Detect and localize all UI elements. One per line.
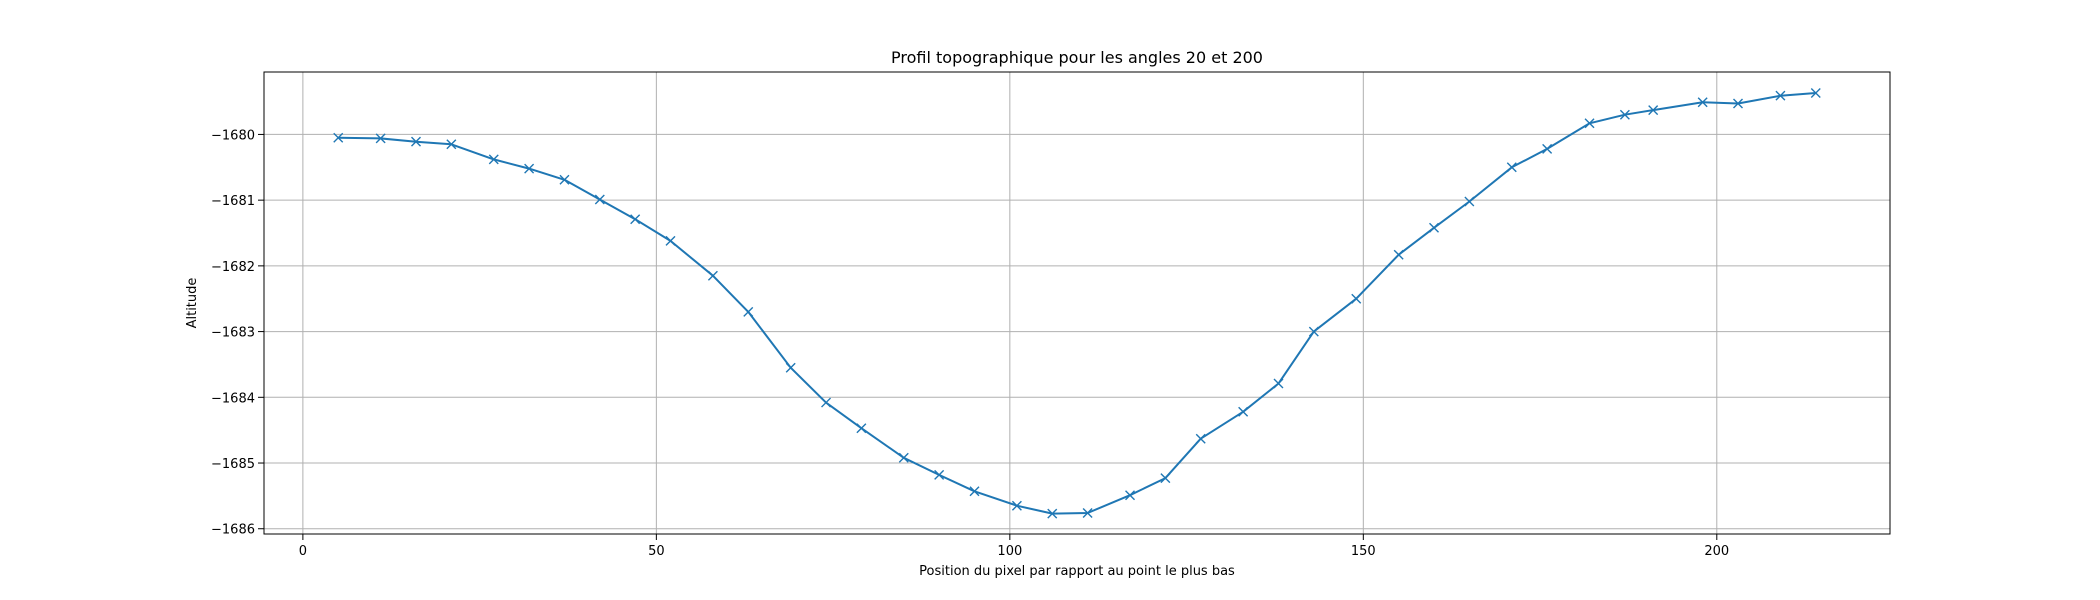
series-layer xyxy=(333,88,1821,519)
data-point-marker xyxy=(559,174,570,185)
data-point-marker xyxy=(1047,508,1058,519)
data-point-marker xyxy=(375,133,386,144)
y-tick-label: −1685 xyxy=(211,457,255,472)
data-point-marker xyxy=(1308,326,1319,337)
y-tick-label: −1683 xyxy=(211,326,255,341)
data-point-marker xyxy=(594,194,605,205)
x-axis-label: Position du pixel par rapport au point l… xyxy=(919,564,1235,579)
y-tick-label: −1686 xyxy=(211,523,255,538)
data-point-marker xyxy=(707,270,718,281)
data-point-marker xyxy=(1125,490,1136,501)
y-tick-label: −1682 xyxy=(211,260,255,275)
data-point-marker xyxy=(1011,500,1022,511)
chart-title: Profil topographique pour les angles 20 … xyxy=(891,48,1263,67)
y-tick-label: −1680 xyxy=(211,128,255,143)
data-point-marker xyxy=(1082,507,1093,518)
data-point-marker xyxy=(1160,473,1171,484)
data-point-marker xyxy=(1542,143,1553,154)
data-point-marker xyxy=(1195,433,1206,444)
x-tick-label: 200 xyxy=(1704,544,1729,559)
data-point-marker xyxy=(743,306,754,317)
y-axis-label: Altitude xyxy=(185,278,200,329)
data-point-marker xyxy=(488,154,499,165)
data-point-marker xyxy=(1775,90,1786,101)
data-point-marker xyxy=(446,139,457,150)
data-point-marker xyxy=(1619,109,1630,120)
data-point-marker xyxy=(411,136,421,147)
data-point-marker xyxy=(934,469,945,480)
data-point-marker xyxy=(1733,98,1743,109)
data-point-marker xyxy=(1506,162,1517,173)
data-point-marker xyxy=(524,163,535,174)
data-point-marker xyxy=(1273,378,1284,389)
data-point-marker xyxy=(1464,196,1475,207)
data-point-marker xyxy=(1393,249,1404,260)
data-point-marker xyxy=(969,486,980,497)
x-tick-label: 0 xyxy=(299,544,307,559)
data-point-marker xyxy=(630,214,641,225)
data-point-marker xyxy=(1697,97,1708,108)
data-point-marker xyxy=(1238,406,1249,417)
x-tick-label: 50 xyxy=(648,544,665,559)
data-point-marker xyxy=(785,362,796,373)
y-tick-label: −1681 xyxy=(211,194,255,209)
data-point-marker xyxy=(333,132,344,143)
x-tick-label: 150 xyxy=(1351,544,1376,559)
series-line xyxy=(338,92,1816,515)
x-tick-label: 100 xyxy=(997,544,1022,559)
data-point-marker xyxy=(1429,222,1440,233)
axis-ticks: 0 50 100 150 200 −1680 −1681 −1682 −1683 −1684 −16… xyxy=(211,128,1729,559)
data-point-marker xyxy=(821,397,832,408)
grid xyxy=(264,72,1890,534)
y-tick-label: −1684 xyxy=(211,391,255,406)
data-point-marker xyxy=(856,423,867,434)
plot-frame xyxy=(263,71,1891,535)
data-point-marker xyxy=(665,235,676,246)
data-point-marker xyxy=(1351,293,1362,304)
data-point-marker xyxy=(1810,88,1821,99)
data-point-marker xyxy=(1648,105,1659,116)
data-point-marker xyxy=(1584,118,1595,129)
data-point-marker xyxy=(898,452,909,463)
